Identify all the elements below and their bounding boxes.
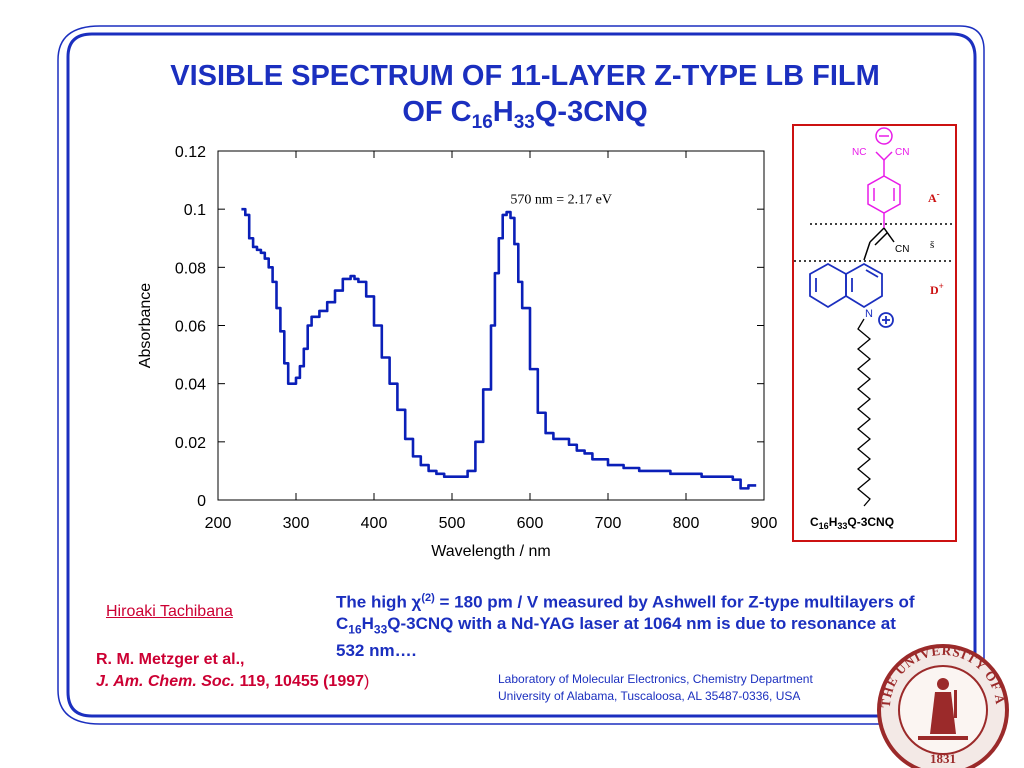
x-tick-label: 700 (595, 515, 622, 532)
para-subscript: 33 (373, 622, 388, 637)
molecule-caption: C16H33Q-3CNQ (810, 515, 894, 531)
x-tick-label: 600 (517, 515, 544, 532)
y-tick-label: 0.06 (175, 319, 206, 336)
n-label: N (865, 308, 873, 320)
absorbance-chart: 200 300 400 500 600 700 800 900 0 0.02 0.04 0.06 0.0… (137, 144, 778, 560)
reference-citation: J. Am. Chem. Soc. 119, 10455 (1997) (96, 671, 369, 693)
lab-line-2: University of Alabama, Tuscaloosa, AL 35… (498, 689, 801, 703)
donor-group (809, 262, 894, 328)
y-tick-label: 0.02 (175, 435, 206, 452)
title-line-2: OF C16H33Q-3CNQ (90, 94, 960, 141)
title-subscript: 16 (471, 111, 493, 133)
benzene-ring (867, 175, 901, 214)
chi-description: The high χ(2) = 180 pm / V measured by A… (336, 588, 926, 661)
molecule-box (792, 124, 957, 542)
reference-journal: J. Am. Chem. Soc. (96, 673, 235, 690)
minus-charge-icon (875, 127, 893, 145)
para-text: The high (336, 592, 412, 612)
cn-label: CN (895, 147, 909, 158)
molecule-structure: NC CN A- CN š N D+ C16H33Q-3CNQ (792, 124, 957, 542)
plus-charge-icon (878, 312, 894, 328)
acceptor-label: A- (928, 189, 940, 205)
acceptor-group (867, 127, 901, 228)
para-text: Q-3CNQ with a Nd-YAG laser at 1064 nm is… (336, 613, 896, 661)
y-tick-label: 0.04 (175, 377, 206, 394)
x-tick-label: 900 (751, 515, 778, 532)
para-text: H (361, 613, 374, 633)
x-axis-label: Wavelength / nm (431, 543, 550, 560)
title-line-1: VISIBLE SPECTRUM OF 11-LAYER Z-TYPE LB F… (170, 60, 880, 92)
y-axis-label: Absorbance (137, 283, 154, 368)
reference-details: 119, 10455 (1997 (235, 673, 365, 690)
x-tick-label: 300 (283, 515, 310, 532)
chi-superscript: (2) (421, 592, 435, 604)
chi-symbol: χ (411, 592, 422, 612)
donor-label: D+ (930, 281, 944, 297)
nc-label: NC (852, 147, 866, 158)
bridge-group (863, 227, 895, 261)
reference-authors: R. M. Metzger et al., (96, 651, 245, 668)
x-tick-label: 400 (361, 515, 388, 532)
reference: R. M. Metzger et al., J. Am. Chem. Soc. … (96, 649, 369, 693)
peak-annotation: 570 nm = 2.17 eV (510, 192, 612, 207)
quinoline-ring (809, 262, 847, 309)
y-tick-label: 0.12 (175, 144, 206, 161)
reference-close: ) (364, 673, 370, 690)
title-subscript: 33 (513, 111, 535, 133)
seal-figure-icon (918, 678, 968, 740)
alkyl-chain (856, 318, 872, 507)
y-tick-label: 0.1 (184, 202, 206, 219)
para-text: = 180 pm / V measured by Ashwell for Z-t… (336, 592, 915, 633)
lab-line-1: Laboratory of Molecular Electronics, Che… (498, 672, 813, 686)
title-text: OF C (402, 96, 472, 128)
spectrum-line (241, 207, 757, 490)
x-tick-label: 500 (439, 515, 466, 532)
para-subscript: 16 (348, 622, 362, 637)
lab-address: Laboratory of Molecular Electronics, Che… (498, 671, 813, 705)
bridge-label: š (930, 239, 934, 251)
seal-year: 1831 (930, 751, 956, 766)
title-text: Q-3CNQ (534, 96, 648, 128)
university-seal: THE UNIVERSITY OF ALABAMA 1831 (868, 638, 1009, 768)
cn2-label: CN (895, 244, 909, 255)
title-text: H (492, 96, 514, 128)
y-tick-label: 0 (197, 493, 206, 510)
slide-title: VISIBLE SPECTRUM OF 11-LAYER Z-TYPE LB F… (90, 58, 960, 141)
x-tick-label: 200 (205, 515, 232, 532)
author-link[interactable]: Hiroaki Tachibana (106, 603, 233, 620)
x-tick-label: 800 (673, 515, 700, 532)
y-tick-label: 0.08 (175, 260, 206, 277)
